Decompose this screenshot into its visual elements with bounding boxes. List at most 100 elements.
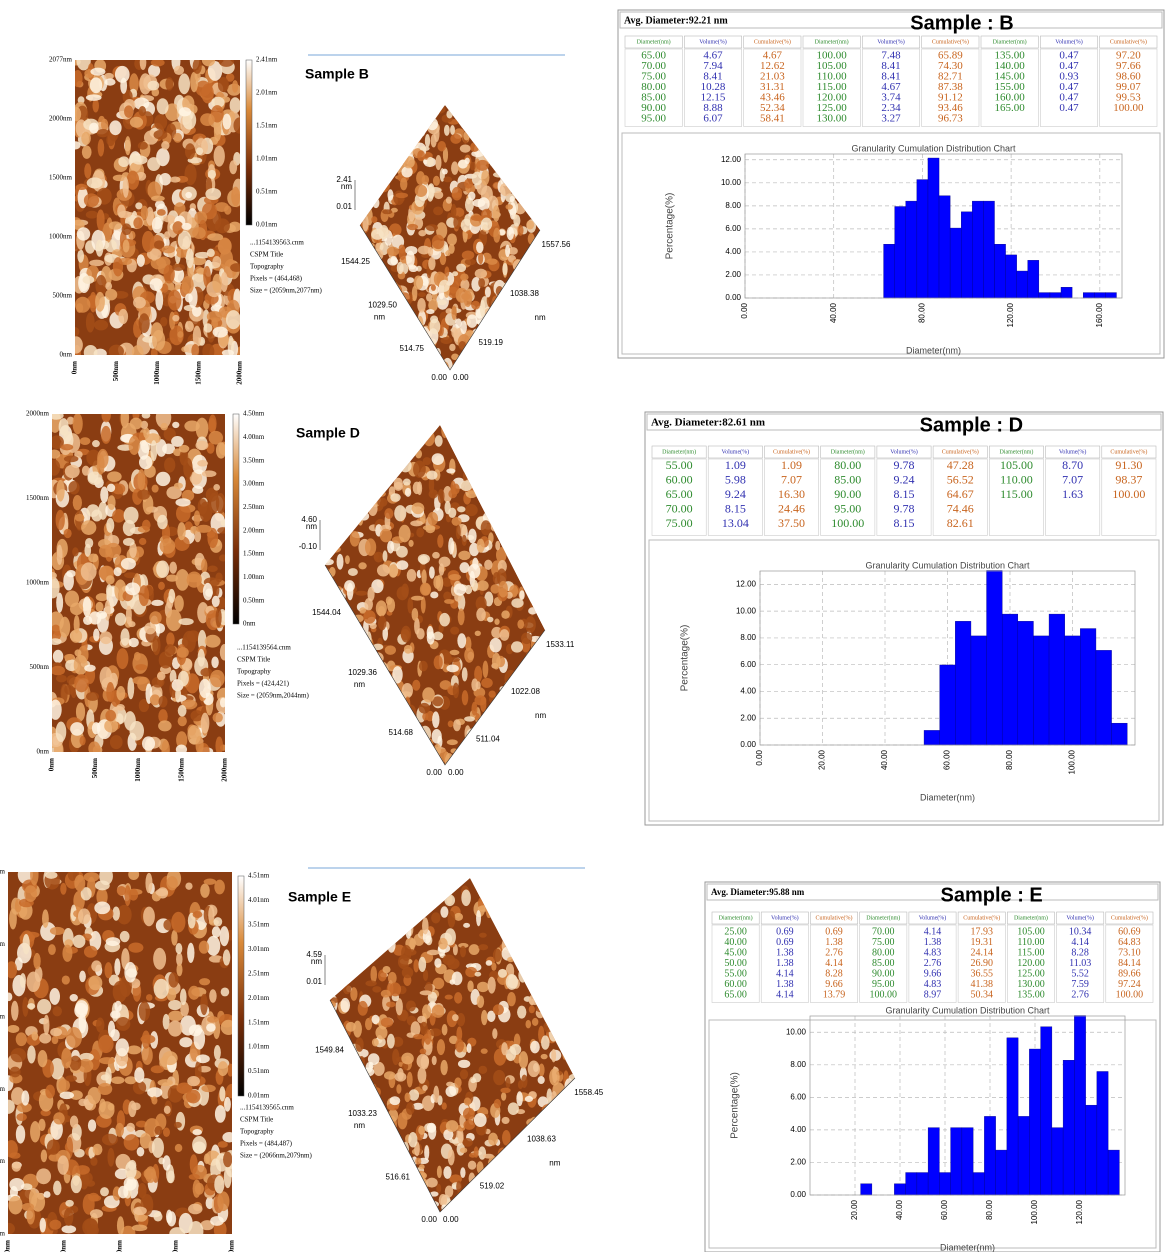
grain: [403, 746, 408, 756]
table-cell: 98.37: [1115, 472, 1142, 486]
grain: [142, 412, 151, 418]
grain: [165, 644, 176, 655]
grain: [489, 690, 496, 697]
bar: [1050, 293, 1061, 298]
grain: [339, 1086, 349, 1102]
grain: [422, 687, 435, 702]
grain: [71, 1175, 82, 1193]
grain: [541, 1054, 548, 1059]
grain: [190, 1154, 198, 1174]
grain: [526, 268, 532, 277]
x-tick-label: 0.00: [740, 302, 749, 318]
table-title: Sample : D: [920, 414, 1023, 436]
grain: [517, 306, 526, 316]
grain: [342, 524, 351, 530]
grain: [50, 1220, 62, 1230]
grain: [559, 1192, 570, 1202]
grain: [116, 1038, 129, 1056]
table-cell: 100.00: [870, 989, 898, 1000]
grain: [129, 436, 140, 455]
grain: [49, 638, 62, 645]
grain: [361, 692, 371, 703]
info-line: Topography: [240, 1128, 274, 1136]
grain: [526, 116, 536, 122]
header: Diameter(nm): [719, 914, 753, 921]
grain: [485, 286, 491, 297]
grain: [485, 119, 493, 136]
grain: [391, 711, 401, 719]
origin-label: 0.00: [426, 768, 442, 777]
grain: [460, 273, 468, 280]
grain: [150, 278, 163, 291]
grain: [534, 535, 540, 546]
header: Cumulative(%): [1111, 914, 1148, 921]
grain: [542, 1104, 555, 1115]
grain: [59, 617, 70, 638]
bar: [1097, 1071, 1108, 1195]
grain: [147, 1087, 162, 1097]
grain: [433, 1086, 439, 1103]
bar: [1096, 650, 1112, 745]
grain: [71, 327, 80, 336]
grain: [231, 187, 240, 207]
grain: [174, 1122, 182, 1128]
grain: [377, 491, 386, 497]
grain: [534, 508, 547, 515]
grain: [564, 986, 572, 1004]
grain: [341, 968, 351, 985]
y-tick-label: 8.00: [740, 633, 756, 642]
colorbar-label: 2.00nm: [243, 526, 265, 534]
grain: [476, 723, 484, 731]
grain: [361, 275, 370, 286]
colorbar-label: 4.00nm: [243, 433, 265, 441]
table-cell: 85.00: [834, 472, 861, 486]
grain: [407, 884, 418, 898]
grain: [391, 451, 402, 468]
bar: [884, 244, 895, 298]
grain: [515, 911, 527, 916]
grain: [409, 141, 414, 153]
grain: [351, 741, 361, 746]
grain: [369, 716, 374, 729]
grain: [568, 920, 574, 932]
grain: [535, 149, 541, 164]
x-tick-label: 100.00: [1030, 1199, 1039, 1224]
grain: [390, 493, 400, 502]
table-cell: 9.78: [894, 501, 915, 515]
grain: [329, 945, 340, 958]
grain: [498, 477, 510, 484]
grain: [436, 1184, 441, 1194]
bar: [996, 1150, 1007, 1195]
grain: [557, 970, 569, 987]
grain: [554, 982, 564, 991]
grain: [528, 129, 537, 142]
table-cell: 91.30: [1115, 458, 1142, 472]
grain: [470, 162, 476, 171]
table-cell: 1.09: [781, 458, 802, 472]
info-line: ...1154139564.cnm: [237, 644, 291, 652]
grain: [365, 489, 371, 498]
grain: [463, 923, 470, 928]
grain: [84, 345, 98, 360]
grain: [328, 1100, 336, 1108]
grain: [213, 327, 228, 338]
grain: [484, 120, 497, 127]
grain: [418, 554, 430, 564]
grain: [323, 475, 333, 491]
grain: [213, 917, 222, 926]
grain: [367, 123, 375, 136]
grain: [220, 698, 226, 708]
grain: [62, 975, 70, 984]
grain: [202, 470, 217, 477]
grain: [139, 1001, 151, 1021]
table-cell: 19.31: [970, 937, 993, 948]
grain: [534, 132, 544, 145]
grain: [232, 80, 238, 93]
grain: [112, 509, 125, 523]
grain: [506, 974, 518, 990]
grain: [543, 1021, 552, 1032]
grain: [157, 209, 166, 216]
grain: [377, 885, 389, 900]
grain: [501, 1092, 506, 1101]
grain: [437, 1166, 442, 1178]
